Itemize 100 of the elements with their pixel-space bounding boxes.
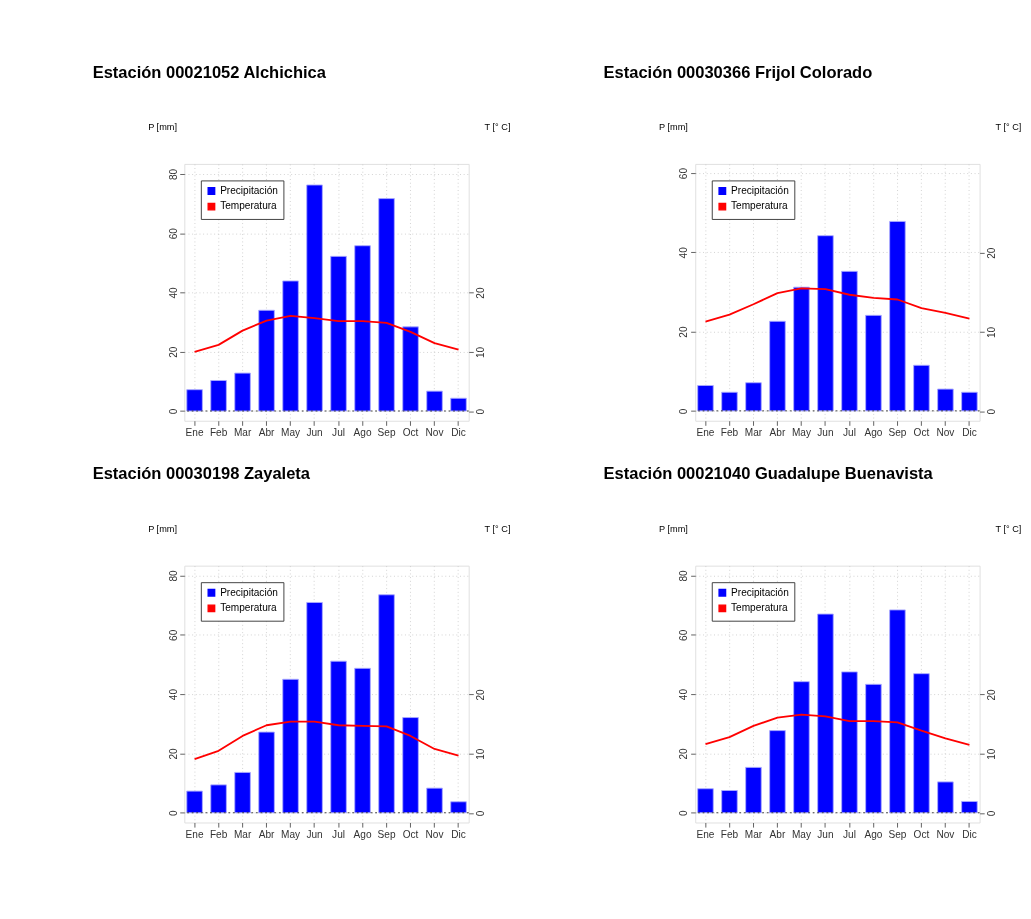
line-series <box>704 713 971 746</box>
x-tick-label: Mar <box>233 426 252 438</box>
y2-axis-title: T [° C] <box>995 122 1022 133</box>
y2-tick-label: 10 <box>985 748 997 760</box>
bar <box>937 388 954 412</box>
y-tick-label: 0 <box>678 408 690 415</box>
y-axis-title: P [mm] <box>659 524 688 535</box>
bar <box>402 717 419 814</box>
bar <box>745 382 762 412</box>
x-tick-label: Dic <box>451 426 466 438</box>
x-tick-label: Ene <box>185 426 204 438</box>
bar <box>210 380 227 412</box>
x-tick-label: Oct <box>913 426 930 438</box>
bar <box>426 390 443 412</box>
x-tick-label: Oct <box>402 426 419 438</box>
bar <box>210 784 227 814</box>
y2-tick-label: 10 <box>474 346 486 359</box>
y2-tick-label: 0 <box>474 408 486 415</box>
bar <box>697 385 714 412</box>
x-tick-label: Jul <box>332 828 345 840</box>
bar <box>865 314 882 412</box>
y-tick-label: 60 <box>678 167 690 180</box>
x-tick-label: Nov <box>936 828 955 840</box>
y2-tick-label: 0 <box>985 408 997 415</box>
bar <box>697 788 714 814</box>
bar <box>258 309 275 412</box>
x-tick-label: Jun <box>306 828 323 840</box>
y-tick-label: 80 <box>167 168 179 181</box>
y-tick-label: 40 <box>678 688 690 701</box>
bar <box>234 771 251 814</box>
legend-label: Temperatura <box>220 602 278 614</box>
bar <box>450 397 467 412</box>
x-tick-label: Oct <box>402 828 419 840</box>
x-tick-label: Abr <box>769 828 786 840</box>
x-tick-label: Mar <box>233 828 252 840</box>
bar <box>817 235 834 412</box>
legend-label: Precipitación <box>731 586 789 598</box>
x-tick-label: Jun <box>306 426 323 438</box>
x-tick-label: Jul <box>332 426 345 438</box>
y-tick-label: 60 <box>167 629 179 641</box>
legend-label: Precipitación <box>220 184 278 196</box>
x-tick-label: Oct <box>913 828 930 840</box>
bar <box>745 766 762 814</box>
x-tick-label: May <box>791 828 812 840</box>
x-tick-label: Sep <box>888 828 907 840</box>
chart-title: Estación 00021052 Alchichica <box>92 62 327 81</box>
x-tick-label: Abr <box>258 828 276 840</box>
y-tick-label: 60 <box>167 227 179 240</box>
x-tick-label: Ago <box>353 828 372 840</box>
legend-label: Temperatura <box>731 200 789 212</box>
bar <box>817 613 834 814</box>
bar <box>402 326 419 412</box>
bar <box>865 683 882 814</box>
bar <box>793 286 810 412</box>
y-tick-label: 20 <box>678 326 690 338</box>
y2-axis-title: T [° C] <box>484 122 511 133</box>
x-tick-label: Ene <box>696 426 715 438</box>
x-tick-label: Feb <box>720 828 739 840</box>
y-axis-title: P [mm] <box>148 524 177 535</box>
x-tick-label: Mar <box>744 426 763 438</box>
line-series <box>193 314 460 353</box>
legend-label: Temperatura <box>220 200 278 212</box>
x-tick-label: Sep <box>888 426 907 438</box>
x-tick-label: Jun <box>817 828 834 840</box>
y-tick-label: 80 <box>678 569 690 582</box>
x-tick-label: May <box>791 426 812 438</box>
x-tick-label: May <box>281 426 302 438</box>
y2-tick-label: 20 <box>985 688 997 701</box>
bar <box>913 673 930 814</box>
x-tick-label: Abr <box>258 426 276 438</box>
legend-label: Precipitación <box>220 586 278 598</box>
x-tick-label: Nov <box>425 828 444 840</box>
bar <box>793 681 810 814</box>
x-tick-label: Sep <box>377 828 396 840</box>
y-tick-label: 0 <box>167 408 179 415</box>
x-tick-label: May <box>281 828 302 840</box>
bar <box>378 198 395 412</box>
x-tick-label: Feb <box>209 828 228 840</box>
bar <box>769 320 786 412</box>
y-tick-label: 80 <box>167 569 179 582</box>
legend-label: Precipitación <box>731 184 789 196</box>
x-tick-label: Abr <box>769 426 786 438</box>
bar <box>186 389 203 412</box>
x-tick-label: Feb <box>209 426 228 438</box>
y2-tick-label: 20 <box>474 287 486 299</box>
x-tick-label: Jun <box>817 426 834 438</box>
bar <box>354 245 371 412</box>
bar <box>306 184 323 412</box>
bar <box>426 787 443 814</box>
bar <box>721 391 738 412</box>
y2-tick-label: 0 <box>474 810 486 817</box>
chart-title: Estación 00030198 Zayaleta <box>92 464 311 483</box>
x-tick-label: Jul <box>843 828 856 840</box>
y2-tick-label: 10 <box>474 748 486 760</box>
bar <box>889 609 906 814</box>
x-tick-label: Ene <box>696 828 715 840</box>
bar <box>913 364 930 412</box>
x-tick-label: Sep <box>377 426 396 438</box>
line-series <box>193 720 460 760</box>
y2-tick-label: 20 <box>474 688 486 701</box>
